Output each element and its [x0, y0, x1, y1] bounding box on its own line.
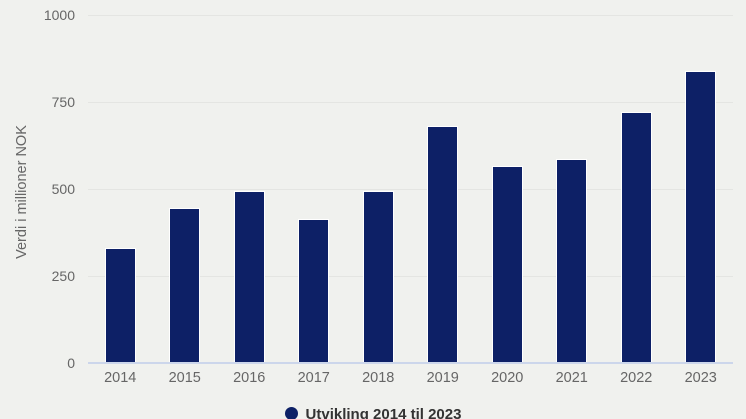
legend-item[interactable]: Utvikling 2014 til 2023 — [0, 405, 746, 419]
x-axis-label-2018: 2018 — [362, 370, 395, 386]
gridline-1000 — [88, 15, 733, 16]
gridline-750 — [88, 102, 733, 103]
x-axis-label-2014: 2014 — [104, 370, 137, 386]
y-tick-label-1000: 1000 — [43, 7, 75, 23]
bar-2016[interactable] — [233, 190, 265, 363]
legend-series-label: Utvikling 2014 til 2023 — [305, 406, 462, 419]
x-axis-label-2015: 2015 — [168, 370, 201, 386]
y-tick-label-0: 0 — [67, 355, 75, 371]
x-axis-label-2022: 2022 — [620, 370, 653, 386]
y-tick-label-250: 250 — [51, 268, 75, 284]
x-axis-label-2017: 2017 — [297, 370, 330, 386]
gridline-250 — [88, 276, 733, 277]
bar-2017[interactable] — [298, 218, 330, 363]
bar-2023[interactable] — [685, 70, 717, 363]
bar-2020[interactable] — [491, 166, 523, 363]
y-tick-label-500: 500 — [51, 181, 75, 197]
x-axis-label-2021: 2021 — [555, 370, 588, 386]
bar-2019[interactable] — [427, 126, 459, 363]
bar-2014[interactable] — [104, 248, 136, 363]
x-axis-label-2023: 2023 — [684, 370, 717, 386]
legend-series-marker-icon — [284, 407, 298, 419]
bar-2018[interactable] — [362, 190, 394, 363]
bar-2015[interactable] — [169, 208, 201, 363]
y-tick-label-750: 750 — [51, 94, 75, 110]
bar-2021[interactable] — [556, 159, 588, 363]
gridline-500 — [88, 189, 733, 190]
x-axis-label-2016: 2016 — [233, 370, 266, 386]
bar-2022[interactable] — [620, 112, 652, 363]
x-axis-line — [88, 362, 733, 364]
x-axis-label-2019: 2019 — [426, 370, 459, 386]
x-axis-label-2020: 2020 — [491, 370, 524, 386]
plot-area — [88, 15, 733, 364]
